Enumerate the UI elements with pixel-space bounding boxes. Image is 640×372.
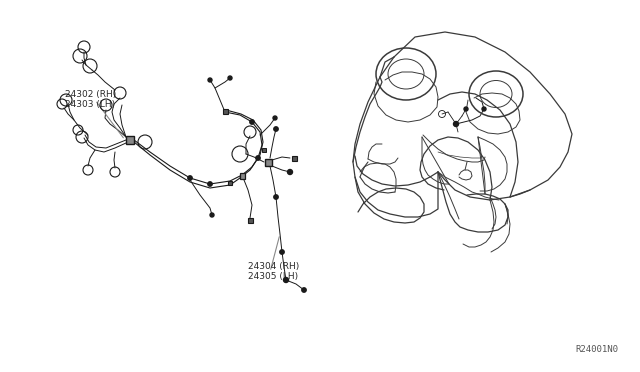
Circle shape [208,78,212,82]
Bar [264,158,271,166]
Circle shape [302,288,306,292]
Circle shape [250,120,254,124]
Circle shape [273,116,277,120]
Bar [239,173,244,179]
Circle shape [274,195,278,199]
Text: 24305 (LH): 24305 (LH) [248,273,298,282]
Text: 24304 (RH): 24304 (RH) [248,262,300,270]
Circle shape [280,250,284,254]
Bar [291,155,296,160]
Circle shape [228,76,232,80]
Circle shape [284,278,289,282]
Circle shape [274,127,278,131]
Circle shape [287,170,292,174]
Bar [262,148,266,152]
Circle shape [464,107,468,111]
Circle shape [454,122,458,126]
Text: R24001N0: R24001N0 [575,345,618,354]
Bar [248,218,253,222]
Circle shape [208,182,212,186]
Circle shape [210,213,214,217]
Text: 24303 (LH): 24303 (LH) [65,99,115,109]
Bar [126,136,134,144]
Circle shape [482,107,486,111]
Bar [223,109,227,113]
Circle shape [188,176,192,180]
Bar [228,181,232,185]
Circle shape [256,156,260,160]
Text: 24302 (RH): 24302 (RH) [65,90,116,99]
